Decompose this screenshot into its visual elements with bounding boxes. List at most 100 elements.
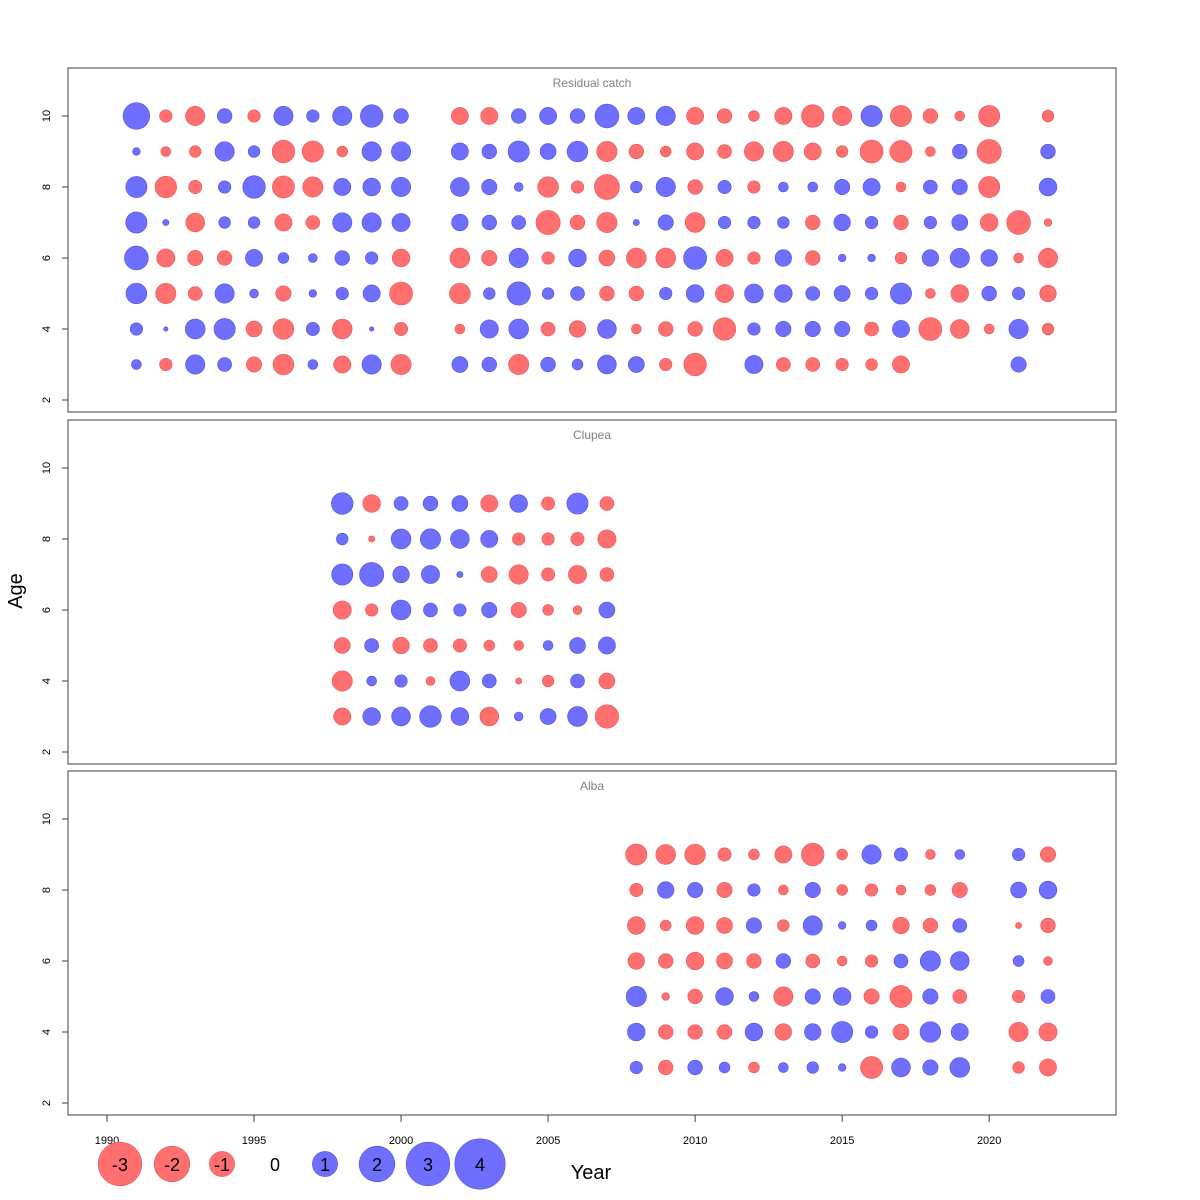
bubble — [391, 706, 411, 727]
bubble — [368, 535, 376, 543]
bubble — [659, 357, 673, 372]
bubble — [628, 356, 645, 373]
bubble — [132, 147, 141, 156]
bubble — [834, 179, 851, 195]
x-tick-label: 1995 — [242, 1135, 266, 1147]
bubble — [569, 637, 586, 654]
bubble — [185, 318, 206, 340]
legend-label: 0 — [270, 1155, 280, 1175]
bubble — [889, 985, 913, 1008]
bubble — [773, 986, 794, 1007]
legend-label: -1 — [214, 1155, 230, 1175]
bubble — [568, 248, 587, 268]
bubble — [187, 250, 204, 266]
bubble — [865, 954, 879, 968]
bubble — [597, 354, 617, 375]
bubble — [862, 178, 881, 196]
bubble — [747, 322, 761, 336]
bubble — [895, 181, 907, 193]
legend-bubble — [358, 1145, 396, 1183]
bubble — [833, 987, 852, 1006]
bubble — [976, 139, 1002, 164]
bubble — [366, 675, 377, 687]
bubble — [480, 107, 499, 125]
bubble — [247, 216, 261, 229]
bubble — [369, 326, 375, 332]
bubble — [805, 286, 821, 301]
bubble — [865, 883, 879, 897]
bubble — [217, 357, 232, 372]
bubble — [390, 354, 412, 375]
bubble — [249, 288, 259, 299]
bubble — [541, 567, 556, 582]
bubble — [451, 213, 469, 232]
bubble — [569, 108, 586, 124]
bubble — [627, 952, 645, 970]
bubble — [125, 282, 148, 305]
bubble — [359, 562, 385, 587]
bubble — [687, 882, 704, 898]
bubble — [865, 215, 879, 230]
bubble — [596, 141, 618, 162]
bubble — [659, 286, 673, 301]
bubble — [541, 287, 555, 300]
bubble — [336, 532, 349, 546]
legend-bubble — [97, 1141, 143, 1187]
bubble — [189, 145, 202, 158]
bubble — [598, 601, 616, 619]
bubble — [335, 286, 349, 301]
bubble — [805, 214, 821, 231]
bubble — [892, 1023, 910, 1041]
bubble — [392, 565, 410, 584]
bubble — [748, 848, 760, 861]
bubble — [629, 1060, 643, 1075]
bubble — [951, 179, 968, 195]
bubble — [481, 143, 497, 160]
bubble — [892, 355, 910, 374]
bubble — [952, 918, 968, 933]
bubble — [539, 107, 557, 125]
bubble — [774, 845, 793, 864]
bubble — [1041, 322, 1055, 336]
bubble — [805, 357, 821, 372]
bubble — [449, 670, 471, 692]
bubble — [1008, 319, 1029, 339]
x-tick-label: 2010 — [683, 1135, 707, 1147]
bubble — [833, 213, 851, 232]
y-axis-label: Age — [5, 573, 27, 609]
bubble — [594, 103, 620, 129]
bubble — [594, 174, 620, 200]
bubble — [658, 953, 674, 969]
bubble — [420, 528, 441, 550]
bubble — [658, 1024, 674, 1040]
legend-label: 4 — [475, 1155, 485, 1175]
bubble — [833, 285, 851, 302]
bubble — [716, 952, 733, 970]
bubble — [658, 1059, 674, 1076]
bubble — [836, 955, 848, 967]
bubble — [452, 638, 467, 653]
bubble — [334, 250, 350, 266]
bubble — [213, 318, 236, 340]
bubble — [717, 144, 732, 159]
bubble — [889, 140, 913, 163]
bubble — [895, 884, 907, 896]
bubble — [537, 176, 559, 198]
bubble — [332, 106, 353, 126]
bubble — [271, 139, 296, 164]
bubble — [513, 182, 524, 192]
bubble — [778, 181, 789, 193]
bubble — [744, 1022, 764, 1042]
bubble — [629, 883, 644, 897]
bubble — [596, 212, 618, 233]
bubble — [1012, 955, 1025, 967]
bubble — [744, 283, 764, 304]
bubble — [659, 145, 672, 158]
bubble — [980, 213, 999, 232]
bubble — [627, 1022, 646, 1042]
bubble — [1006, 210, 1031, 235]
bubble — [480, 494, 499, 513]
panel-frame — [67, 419, 1117, 765]
bubble — [655, 844, 676, 865]
y-tick-label: 6 — [41, 255, 53, 261]
